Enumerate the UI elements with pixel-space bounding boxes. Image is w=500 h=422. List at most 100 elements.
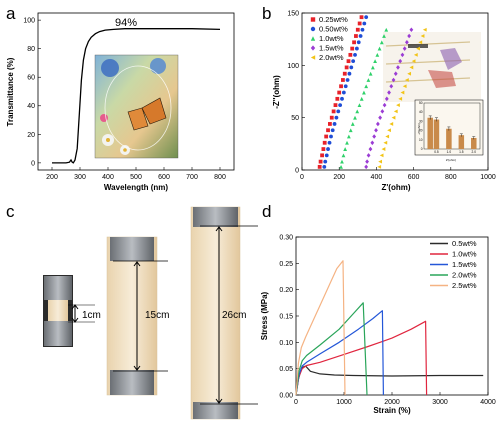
inset-x-tick-label: 1.5	[459, 150, 464, 154]
impedance-point	[416, 46, 420, 51]
impedance-point	[321, 147, 326, 151]
impedance-point	[384, 27, 389, 32]
panel-letter-b: b	[262, 4, 271, 23]
impedance-point	[385, 134, 390, 139]
impedance-point	[384, 96, 389, 102]
impedance-point	[422, 27, 427, 32]
impedance-point	[344, 65, 349, 70]
transmittance-line	[52, 28, 221, 164]
panel-b-y-axis-label: -Z''(ohm)	[272, 75, 281, 109]
impedance-point	[381, 147, 386, 151]
panel-letter-c: c	[6, 202, 15, 221]
impedance-point	[322, 140, 327, 145]
inset-bars	[427, 115, 477, 149]
x-tick-label: 4000	[480, 399, 496, 406]
impedance-point	[328, 122, 332, 126]
impedance-point	[342, 71, 347, 76]
impedance-point	[400, 90, 405, 95]
impedance-point	[357, 21, 362, 26]
legend-label: 1.0wt%	[452, 250, 477, 259]
y-tick-label: 0.00	[279, 392, 293, 399]
impedance-point	[353, 115, 357, 120]
inset-x-axis-label: Z'(ohm)	[446, 158, 456, 162]
legend-marker	[310, 17, 316, 22]
impedance-point	[324, 153, 329, 158]
legend-label: 1.5wt%	[452, 260, 477, 269]
impedance-point	[341, 78, 345, 82]
impedance-point	[409, 27, 414, 33]
x-tick-label: 800	[445, 174, 457, 181]
impedance-point	[375, 121, 380, 127]
impedance-point	[356, 40, 361, 45]
inset-frame	[423, 102, 481, 150]
x-tick-label: 1000	[480, 174, 496, 181]
impedance-point	[357, 103, 362, 108]
y-tick-label: 40	[27, 103, 35, 110]
dimension-label-15cm: 15cm	[145, 310, 169, 321]
impedance-point	[368, 146, 373, 152]
inset-icon: 0.5 1.0 1.5 2.0 0 10 20 30 40 50 Z'(ohm) -Z''(ohm…	[414, 99, 484, 162]
impedance-point	[350, 46, 355, 51]
inset-y-tick-label: 40	[419, 110, 423, 114]
sample-1cm: 1cm	[43, 275, 101, 347]
impedance-point	[402, 84, 407, 89]
panel-a-y-axis-label: Transmittance (%)	[6, 57, 15, 126]
impedance-point	[332, 122, 337, 126]
y-tick-label: 0.05	[279, 366, 293, 373]
impedance-point	[351, 59, 356, 64]
panel-b-legend: 0.25wt%0.50wt%1.0wt%1.5wt%2.0wt%	[310, 15, 348, 62]
panel-a-transmittance-chart: 200 300 400 500 600 700 800 0 20 40 60 80 100 94% Wa…	[6, 12, 235, 192]
transmittance-annotation: 94%	[115, 17, 137, 29]
impedance-point	[359, 15, 364, 20]
y-tick-label: 0.15	[279, 313, 293, 320]
x-tick-label: 300	[74, 174, 86, 181]
y-tick-label: 0.20	[279, 287, 293, 294]
y-tick-label: 0.25	[279, 261, 293, 268]
impedance-point	[372, 134, 377, 139]
impedance-point	[387, 128, 391, 133]
impedance-point	[333, 103, 338, 108]
y-tick-label: 0	[295, 167, 299, 174]
panel-d-legend: 0.5wt% 1.0wt%1.5wt% 2.0wt%2.5wt%	[430, 239, 477, 290]
impedance-point	[326, 147, 330, 151]
impedance-point	[418, 40, 423, 45]
x-tick-label: 500	[130, 174, 142, 181]
impedance-point	[398, 96, 403, 101]
impedance-point	[405, 78, 409, 82]
legend-label: 1.0wt%	[319, 34, 344, 43]
panel-letter-d: d	[262, 202, 271, 221]
impedance-point	[383, 140, 388, 145]
impedance-point	[352, 40, 356, 45]
impedance-point	[360, 27, 365, 32]
impedance-point	[382, 34, 386, 38]
impedance-point	[393, 109, 398, 114]
impedance-point	[329, 134, 333, 139]
impedance-point	[366, 153, 371, 158]
impedance-point	[382, 102, 387, 108]
impedance-point	[396, 103, 400, 108]
x-tick-label: 400	[371, 174, 383, 181]
x-tick-label: 0	[294, 399, 298, 406]
impedance-point	[343, 84, 348, 89]
impedance-point	[348, 52, 353, 57]
inset-x-tick-label: 0.5	[434, 150, 439, 154]
impedance-point	[420, 34, 425, 38]
impedance-point	[387, 90, 391, 95]
stress-strain-line	[295, 320, 428, 396]
impedance-point	[375, 52, 380, 57]
impedance-point	[346, 134, 351, 139]
impedance-point	[345, 140, 349, 145]
impedance-point	[335, 96, 340, 101]
impedance-point	[365, 159, 369, 164]
impedance-point	[318, 159, 323, 164]
stress-strain-line	[295, 260, 346, 396]
legend-label: 1.5wt%	[319, 44, 344, 53]
y-tick-label: 80	[27, 46, 35, 53]
impedance-point	[349, 65, 354, 70]
x-tick-label: 800	[214, 174, 226, 181]
impedance-point	[350, 122, 355, 126]
legend-label: 0.25wt%	[319, 15, 348, 24]
impedance-point	[327, 140, 332, 145]
impedance-point	[374, 127, 378, 133]
